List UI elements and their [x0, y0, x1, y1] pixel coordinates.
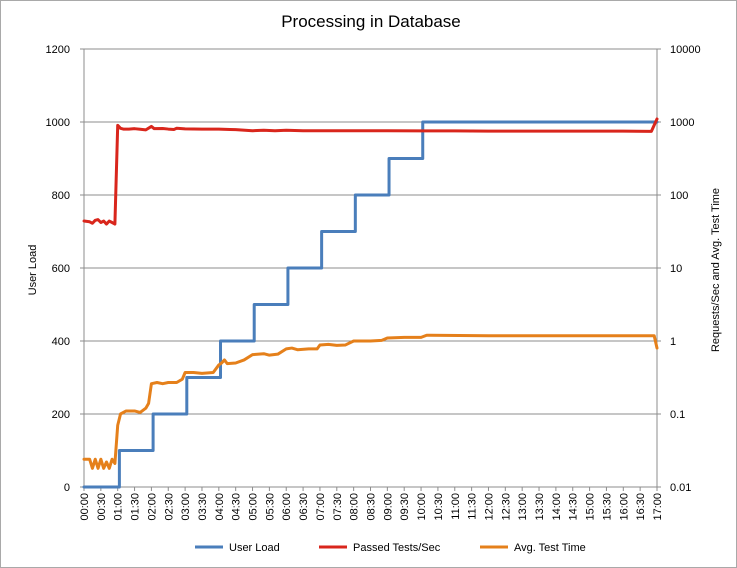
x-tick-label: 07:00: [315, 493, 327, 521]
x-tick-label: 16:30: [635, 493, 647, 521]
y2-tick-label: 1000: [670, 117, 694, 129]
x-tick-label: 15:30: [601, 493, 613, 521]
x-tick-label: 01:30: [130, 493, 142, 521]
x-tick-label: 12:30: [500, 493, 512, 521]
x-tick-label: 06:30: [298, 493, 310, 521]
x-tick-label: 00:00: [79, 493, 91, 521]
x-tick-label: 09:00: [382, 493, 394, 521]
legend-label-passed-tests-per-sec: Passed Tests/Sec: [353, 542, 441, 554]
y-tick-label: 800: [52, 190, 70, 202]
y-tick-label: 1200: [46, 44, 70, 56]
x-tick-label: 02:00: [146, 493, 158, 521]
x-tick-label: 14:30: [568, 493, 580, 521]
x-tick-label: 10:00: [416, 493, 428, 521]
y2-axis-title: Requests/Sec and Avg. Test Time: [710, 188, 722, 352]
y2-tick-label: 10: [670, 263, 682, 275]
chart-title: Processing in Database: [281, 12, 461, 31]
y-tick-label: 200: [52, 409, 70, 421]
y-tick-label: 400: [52, 336, 70, 348]
x-tick-label: 04:30: [231, 493, 243, 521]
x-tick-label: 03:00: [180, 493, 192, 521]
x-tick-label: 00:30: [96, 493, 108, 521]
x-tick-label: 12:00: [483, 493, 495, 521]
x-tick-label: 10:30: [433, 493, 445, 521]
y-axis-title: User Load: [27, 245, 39, 296]
y2-tick-label: 0.1: [670, 409, 685, 421]
x-tick-label: 02:30: [163, 493, 175, 521]
y2-tick-label: 10000: [670, 44, 701, 56]
y2-tick-label: 0.01: [670, 482, 691, 494]
x-tick-label: 11:30: [467, 493, 479, 520]
y2-tick-label: 1: [670, 336, 676, 348]
x-tick-label: 04:00: [214, 493, 226, 521]
legend-label-avg-test-time: Avg. Test Time: [514, 542, 586, 554]
x-tick-label: 08:30: [366, 493, 378, 521]
y-tick-label: 1000: [46, 117, 70, 129]
series-line-avg-test-time: [82, 333, 659, 470]
y-tick-label: 0: [64, 482, 70, 494]
series-line-passed-tests-per-sec: [82, 117, 659, 226]
x-tick-label: 08:00: [349, 493, 361, 521]
series-line-user-load: [82, 120, 659, 489]
x-tick-label: 17:00: [652, 493, 664, 521]
y-tick-label: 600: [52, 263, 70, 275]
x-tick-label: 07:30: [332, 493, 344, 521]
x-tick-label: 11:00: [450, 493, 462, 520]
x-tick-label: 01:00: [113, 493, 125, 521]
x-tick-label: 13:00: [517, 493, 529, 521]
x-tick-label: 09:30: [399, 493, 411, 521]
x-tick-label: 03:30: [197, 493, 209, 521]
x-tick-label: 13:30: [534, 493, 546, 521]
y2-tick-label: 100: [670, 190, 688, 202]
x-tick-label: 16:00: [618, 493, 630, 521]
x-tick-label: 05:00: [248, 493, 260, 521]
x-tick-label: 14:00: [551, 493, 563, 521]
legend-label-user-load: User Load: [229, 542, 280, 554]
x-tick-label: 06:00: [281, 493, 293, 521]
x-tick-label: 15:00: [585, 493, 597, 521]
x-tick-label: 05:30: [264, 493, 276, 521]
